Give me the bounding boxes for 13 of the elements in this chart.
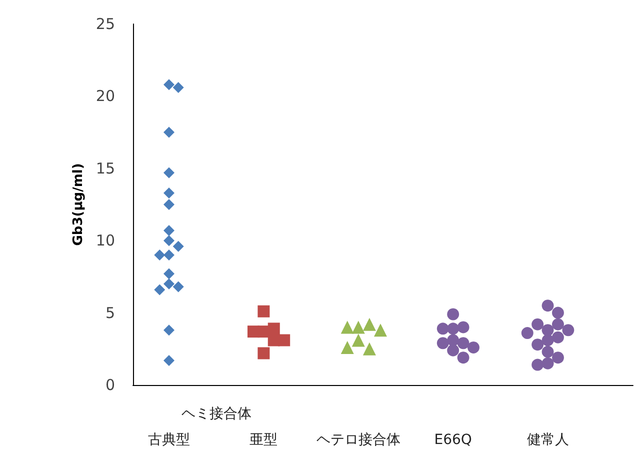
y-tick-label: 10 (96, 232, 115, 250)
x-tick-label: 健常人 (526, 432, 569, 448)
y-tick-label: 0 (105, 376, 115, 394)
y-tick-label: 20 (96, 87, 115, 106)
y-axis-title: Gb3(μg/ml) (71, 163, 86, 246)
y-tick-label: 25 (96, 15, 115, 33)
y-tick-label: 15 (96, 159, 115, 178)
text: ヘミ接合体 (181, 406, 252, 422)
x-tick-label: 古典型 (148, 432, 190, 448)
y-tick-label: 5 (105, 304, 115, 322)
x-tick-label: ヘテロ接合体 (316, 432, 400, 448)
x-tick-label: 亜型 (250, 432, 278, 448)
x-tick-label: E66Q (434, 432, 472, 448)
